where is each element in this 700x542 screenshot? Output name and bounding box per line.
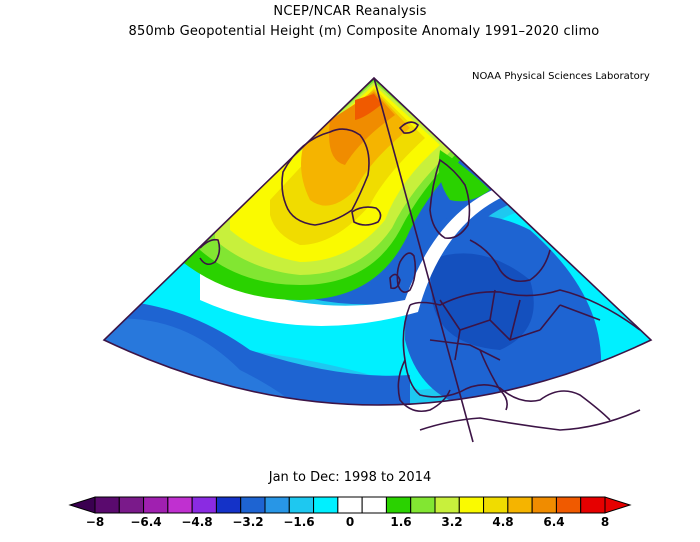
colorbar-box <box>337 496 363 514</box>
baltic-coast <box>469 239 551 283</box>
labrador-coast <box>199 238 221 266</box>
colorbar-tick-label: 1.6 <box>390 515 411 529</box>
colorbar-tick-label: 4.8 <box>492 515 513 529</box>
colorbar-box <box>410 496 436 514</box>
italy-coast <box>479 349 508 411</box>
band-dark-orange <box>329 92 395 165</box>
colorbar-box <box>434 496 460 514</box>
colorbar-tick-label: 0 <box>346 515 354 529</box>
colorbar-tick-label: 8 <box>601 515 609 529</box>
colorbar-box <box>191 496 217 514</box>
greenland-coast <box>281 128 370 226</box>
europe-coast <box>402 289 641 421</box>
colorbar-box <box>143 496 169 514</box>
colorbar-tick-label: −8 <box>86 515 104 529</box>
iceland-coast <box>351 206 382 226</box>
map-sector-outline <box>102 76 653 406</box>
colorbar-tick-label: −3.2 <box>232 515 263 529</box>
coastlines <box>199 121 641 431</box>
colorbar-box <box>240 496 266 514</box>
colorbar-box <box>288 496 315 514</box>
north-africa-coast <box>419 409 641 431</box>
colorbar-box <box>580 496 606 514</box>
date-range-label: Jan to Dec: 1998 to 2014 <box>268 470 432 485</box>
colorbar-box <box>361 496 387 514</box>
colorbar-box <box>555 496 582 514</box>
credit-label: NOAA Physical Sciences Laboratory <box>472 71 650 82</box>
colorbar <box>68 496 632 514</box>
colorbar-box <box>531 496 557 514</box>
colorbar-box <box>264 496 290 514</box>
colorbar-low-arrow <box>68 496 96 514</box>
colorbar-box <box>118 496 145 514</box>
colorbar-box <box>458 496 485 514</box>
band-green-scandinavia <box>438 150 490 202</box>
reference-meridian <box>373 77 474 443</box>
svalbard-coast <box>398 121 419 134</box>
anomaly-field <box>104 78 651 500</box>
colorbar-box <box>507 496 533 514</box>
colorbar-box <box>94 496 120 514</box>
scandinavia-coast <box>429 158 471 240</box>
colorbar-tick-label: −6.4 <box>130 515 161 529</box>
colorbar-tick-label: −1.6 <box>283 515 314 529</box>
colorbar-tick-label: −4.8 <box>181 515 212 529</box>
colorbar-box <box>385 496 412 514</box>
colorbar-box <box>313 496 339 514</box>
chart-title: NCEP/NCAR Reanalysis <box>273 4 427 19</box>
band-white-south <box>400 430 520 500</box>
colorbar-box <box>167 496 193 514</box>
british-isles-coast <box>396 252 417 293</box>
ireland-coast <box>389 273 401 290</box>
colorbar-ticks: −8 −6.4 −4.8 −3.2 −1.6 0 1.6 3.2 4.8 6.4 8 <box>86 515 609 529</box>
chart-subtitle: 850mb Geopotential Height (m) Composite … <box>128 24 600 39</box>
colorbar-tick-label: 6.4 <box>543 515 564 529</box>
colorbar-box <box>215 496 242 514</box>
band-red-orange <box>355 94 382 120</box>
colorbar-tick-label: 3.2 <box>441 515 462 529</box>
colorbar-box <box>483 496 509 514</box>
colorbar-high-arrow <box>604 496 632 514</box>
band-white <box>200 180 520 326</box>
country-borders <box>429 289 601 361</box>
